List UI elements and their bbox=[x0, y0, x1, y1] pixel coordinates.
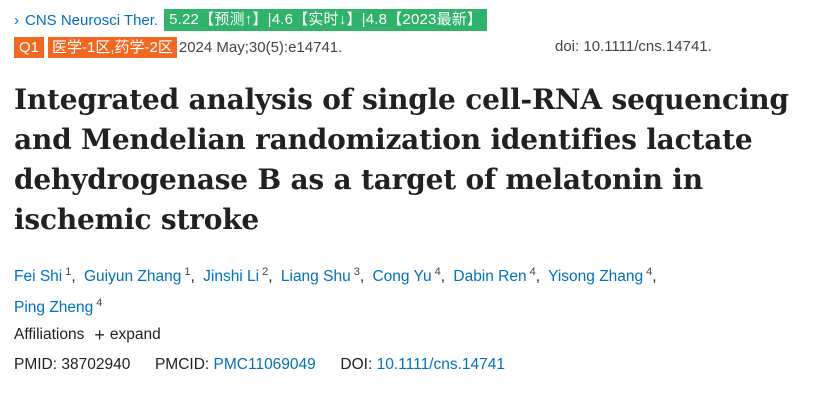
citation-text: 2024 May;30(5):e14741. bbox=[178, 38, 343, 56]
author-link[interactable]: Fei Shi 1 bbox=[14, 266, 72, 285]
author-link[interactable]: Dabin Ren 4 bbox=[453, 266, 536, 285]
category-badge: 医学-1区,药学-2区 bbox=[48, 36, 177, 58]
doi-label: DOI: bbox=[340, 356, 373, 373]
article-title: Integrated analysis of single cell-RNA s… bbox=[14, 83, 789, 236]
pmcid-link[interactable]: PMC11069049 bbox=[213, 356, 316, 373]
citation-line: Q1 医学-1区,药学-2区 2024 May;30(5):e14741. bbox=[14, 36, 342, 58]
pmid-value: 38702940 bbox=[61, 356, 131, 373]
affiliations-row: Affiliations + expand bbox=[14, 326, 161, 344]
author-link[interactable]: Guiyun Zhang 1 bbox=[84, 266, 191, 285]
plus-icon[interactable]: + bbox=[94, 325, 105, 345]
author-link[interactable]: Liang Shu 3 bbox=[280, 266, 360, 285]
identifiers-row: PMID: 38702940 PMCID: PMC11069049 DOI: 1… bbox=[14, 356, 505, 374]
author-list: Fei Shi 1, Guiyun Zhang 1, Jinshi Li 2, Lia… bbox=[14, 266, 657, 316]
author-link[interactable]: Cong Yu 4 bbox=[372, 266, 441, 285]
author-link[interactable]: Yisong Zhang 4 bbox=[548, 266, 653, 285]
pmid-label: PMID: bbox=[14, 356, 58, 373]
author-link[interactable]: Ping Zheng 4 bbox=[14, 297, 103, 316]
metrics-badge: 5.22【预测↑】|4.6【实时↓】|4.8【2023最新】 bbox=[164, 9, 488, 31]
journal-line: › CNS Neurosci Ther. 5.22【预测↑】|4.6【实时↓】|… bbox=[14, 9, 488, 31]
quartile-badge: Q1 bbox=[14, 36, 45, 58]
doi-link[interactable]: 10.1111/cns.14741 bbox=[376, 356, 506, 373]
pmcid-label: PMCID: bbox=[154, 356, 210, 373]
doi-text: doi: 10.1111/cns.14741. bbox=[555, 38, 712, 55]
journal-link[interactable]: CNS Neurosci Ther. bbox=[25, 11, 159, 29]
expand-affiliations-button[interactable]: expand bbox=[109, 326, 161, 343]
author-link[interactable]: Jinshi Li 2 bbox=[203, 266, 269, 285]
chevron-right-icon[interactable]: › bbox=[14, 11, 19, 29]
affiliations-label: Affiliations bbox=[14, 326, 85, 343]
